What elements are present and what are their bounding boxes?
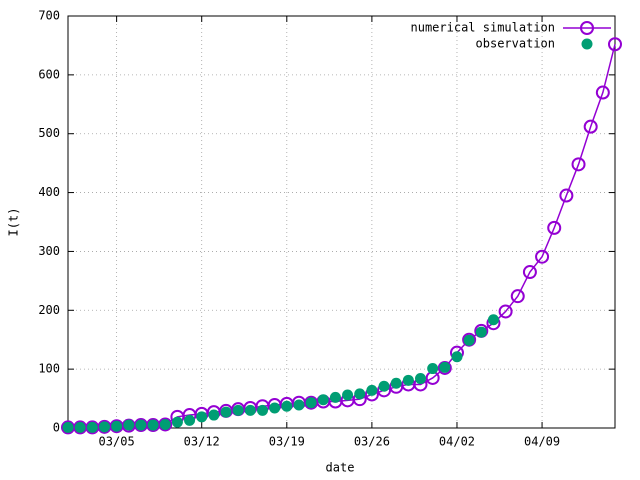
x-axis-label: date xyxy=(326,461,355,475)
legend-marker xyxy=(580,21,594,35)
plot-frame xyxy=(67,15,616,429)
legend-marker xyxy=(581,38,593,50)
x-tick-label: 04/09 xyxy=(524,435,560,449)
data-point xyxy=(390,377,402,389)
x-tick-label: 03/05 xyxy=(99,435,135,449)
y-tick-label: 300 xyxy=(38,244,60,258)
data-point xyxy=(487,314,499,326)
data-point xyxy=(244,404,256,416)
x-tick-label: 04/02 xyxy=(439,435,475,449)
y-tick-label: 100 xyxy=(38,362,60,376)
data-point xyxy=(439,361,451,373)
data-point xyxy=(535,249,550,264)
data-point xyxy=(415,373,427,385)
data-point xyxy=(220,406,232,418)
data-point xyxy=(498,304,513,319)
data-point xyxy=(159,418,171,430)
data-point xyxy=(427,363,439,375)
y-tick-label: 700 xyxy=(38,9,60,23)
data-point xyxy=(269,402,281,414)
data-point xyxy=(74,421,86,433)
data-point xyxy=(595,85,610,100)
x-tick-label: 03/26 xyxy=(354,435,390,449)
data-point xyxy=(281,400,293,412)
data-point xyxy=(608,37,622,52)
y-tick-label: 200 xyxy=(38,303,60,317)
y-tick-label: 400 xyxy=(38,185,60,199)
data-point xyxy=(98,421,110,433)
data-point xyxy=(232,404,244,416)
y-axis-label: I(t) xyxy=(7,208,21,237)
legend-label: observation xyxy=(476,37,555,51)
data-point xyxy=(571,157,586,172)
data-point xyxy=(522,265,537,280)
data-point xyxy=(559,188,574,203)
data-point xyxy=(402,374,414,386)
data-point xyxy=(510,289,525,304)
data-point xyxy=(111,420,123,432)
data-point xyxy=(354,388,366,400)
data-point xyxy=(293,399,305,411)
data-point xyxy=(184,414,196,426)
legend-label: numerical simulation xyxy=(411,21,556,35)
data-point xyxy=(366,384,378,396)
data-point xyxy=(583,119,598,134)
data-point xyxy=(147,419,159,431)
data-point xyxy=(158,417,173,432)
x-tick-label: 03/19 xyxy=(269,435,305,449)
data-point xyxy=(317,394,329,406)
data-point xyxy=(547,220,562,235)
data-point xyxy=(378,380,390,392)
y-tick-label: 600 xyxy=(38,67,60,81)
y-tick-label: 0 xyxy=(53,421,60,435)
data-point xyxy=(123,419,135,431)
data-point xyxy=(62,421,74,433)
data-point xyxy=(196,411,208,423)
data-point xyxy=(475,326,487,338)
x-tick-label: 03/12 xyxy=(184,435,220,449)
data-point xyxy=(135,419,147,431)
data-point xyxy=(463,334,475,346)
data-point xyxy=(305,397,317,409)
data-point xyxy=(256,404,268,416)
data-point xyxy=(451,351,463,363)
data-point xyxy=(342,389,354,401)
data-point xyxy=(329,391,341,403)
data-point xyxy=(171,416,183,428)
data-point xyxy=(208,409,220,421)
data-point xyxy=(86,421,98,433)
y-tick-label: 500 xyxy=(38,126,60,140)
